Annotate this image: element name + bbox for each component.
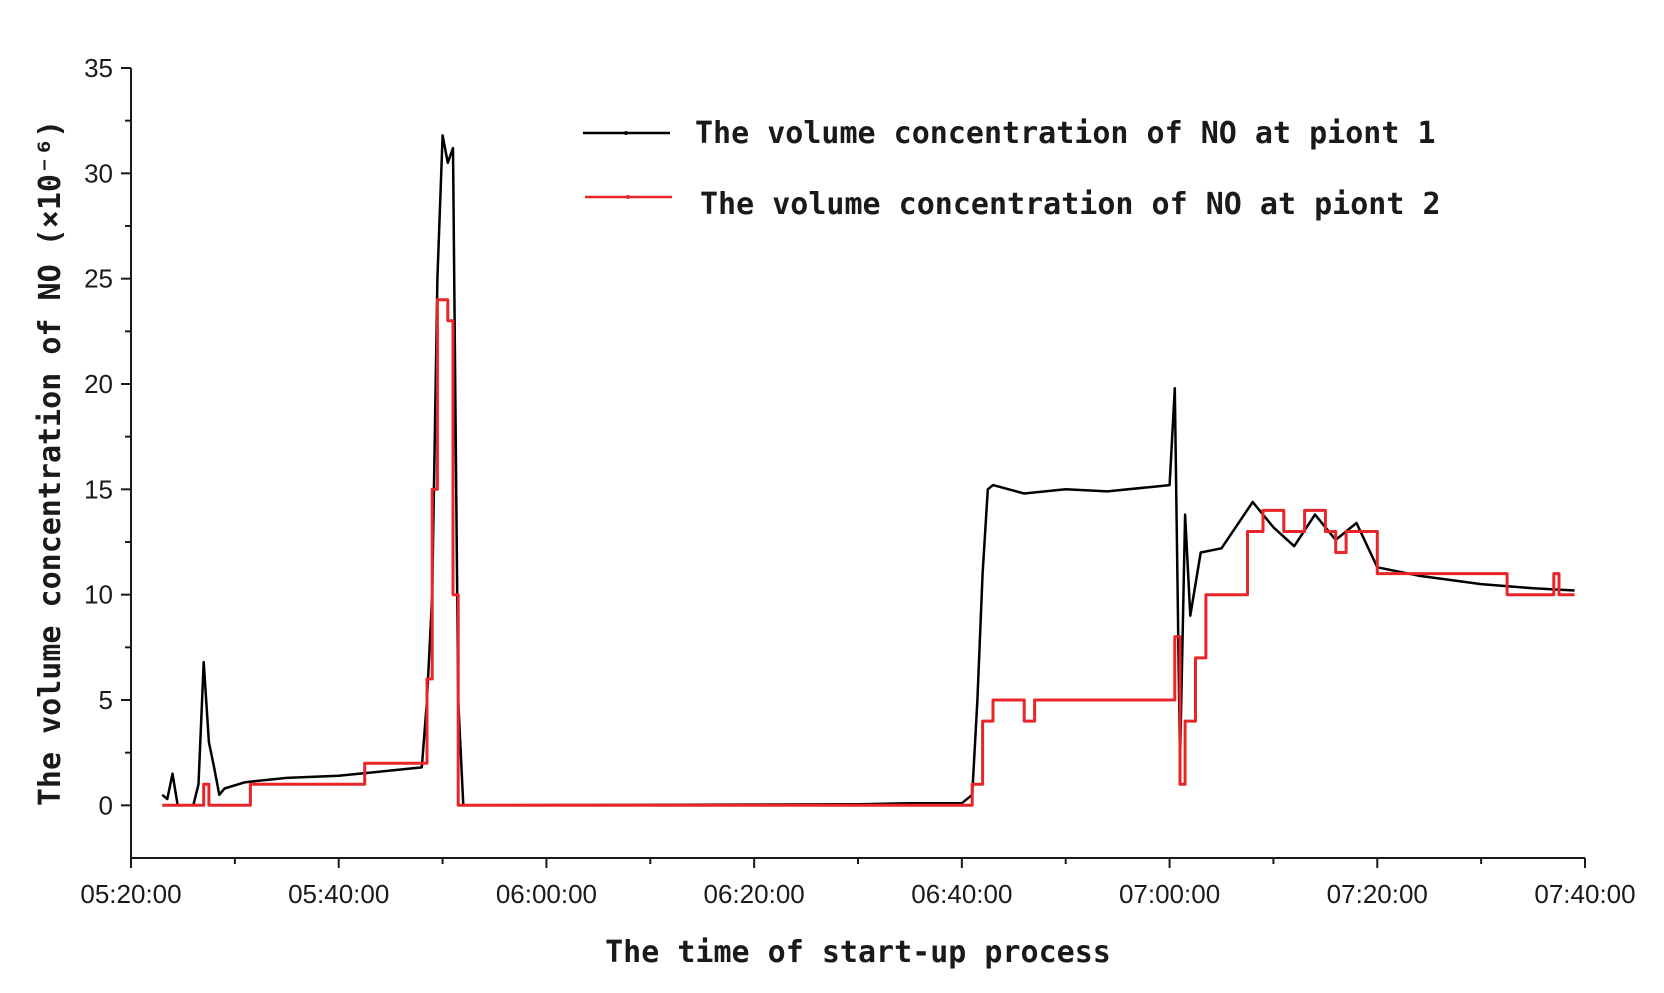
x-tick-label: 07:20:00	[1327, 879, 1428, 909]
series-line-1	[161, 134, 1575, 807]
x-axis-title: The time of start-up process	[605, 935, 1111, 970]
y-tick-label: 30	[84, 158, 113, 188]
legend-marker-series-1	[624, 131, 628, 135]
y-tick-label: 35	[84, 53, 113, 83]
y-tick-label: 0	[99, 790, 113, 820]
y-tick-label: 15	[84, 474, 113, 504]
series-layer	[161, 134, 1575, 807]
legend-marker-series-2	[626, 195, 630, 199]
x-tick-label: 05:40:00	[288, 879, 389, 909]
y-tick-label: 20	[84, 369, 113, 399]
x-tick-label: 06:20:00	[704, 879, 805, 909]
series-line-2	[162, 298, 1575, 807]
y-tick-label: 5	[99, 685, 113, 715]
legend-label-series-2: The volume concentration of NO at piont …	[700, 187, 1441, 222]
y-tick-label: 25	[84, 264, 113, 294]
x-tick-label: 06:40:00	[911, 879, 1012, 909]
y-ticks: 0 5 10 15 20 25 30 35	[84, 53, 131, 820]
x-tick-label: 05:20:00	[80, 879, 181, 909]
y-axis-title: The volume concentration of NO (×10⁻⁶)	[33, 120, 68, 806]
legend: The volume concentration of NO at piont …	[583, 116, 1441, 222]
x-tick-label: 07:00:00	[1119, 879, 1220, 909]
x-tick-label: 06:00:00	[496, 879, 597, 909]
legend-label-series-1: The volume concentration of NO at piont …	[695, 116, 1436, 151]
y-tick-label: 10	[84, 580, 113, 610]
x-ticks: 05:20:00 05:40:00 06:00:00 06:20:00 06:40:00…	[80, 858, 1636, 909]
x-tick-label: 07:40:00	[1534, 879, 1635, 909]
